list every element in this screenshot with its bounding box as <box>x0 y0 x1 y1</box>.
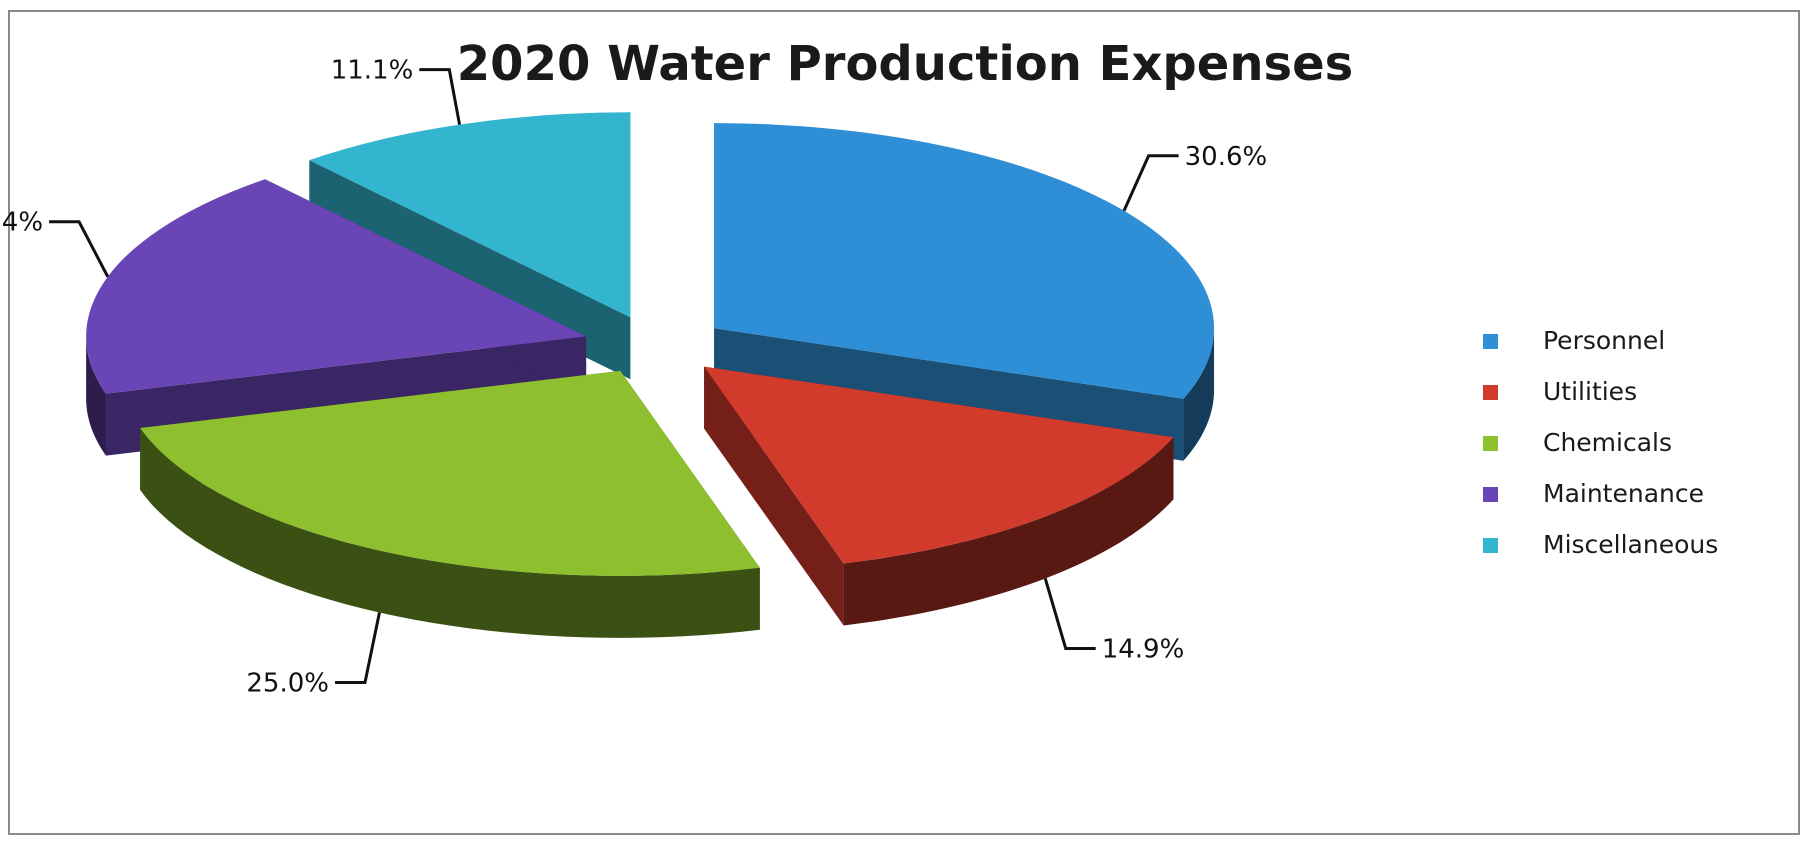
legend-swatch-miscellaneous <box>1483 538 1498 553</box>
slice-chemicals <box>140 370 760 638</box>
slice-side <box>843 437 1174 626</box>
slice-side <box>86 336 106 456</box>
legend-label-miscellaneous: Miscellaneous <box>1543 530 1718 559</box>
leader-line-personnel <box>1122 154 1179 212</box>
slice-wall <box>704 366 844 626</box>
slice-top-chemicals <box>140 370 760 576</box>
data-label-personnel: 30.6% <box>1185 142 1268 172</box>
leader-lines <box>49 68 1179 685</box>
data-label-chemicals: 25.0% <box>246 669 329 699</box>
legend-label-personnel: Personnel <box>1543 326 1665 355</box>
slice-top-maintenance <box>86 179 587 394</box>
legend-item-chemicals: Chemicals <box>1483 428 1672 457</box>
legend-swatch-maintenance <box>1483 487 1498 502</box>
slice-labels: 30.6% 14.9% 25.0% 18.4% 11.1% <box>0 56 1267 699</box>
slice-side <box>140 428 760 638</box>
legend-item-personnel: Personnel <box>1483 326 1665 355</box>
data-label-utilities: 14.9% <box>1102 634 1185 664</box>
pie-slices <box>86 112 1215 638</box>
legend-item-utilities: Utilities <box>1483 377 1637 406</box>
leader-line-utilities <box>1043 578 1096 650</box>
legend: Personnel Utilities Chemicals Maintenance Mi… <box>1483 326 1718 559</box>
legend-label-utilities: Utilities <box>1543 377 1637 406</box>
leader-line-miscellaneous <box>419 68 462 125</box>
legend-label-chemicals: Chemicals <box>1543 428 1672 457</box>
legend-swatch-utilities <box>1483 385 1498 400</box>
leader-line-maintenance <box>49 220 110 278</box>
legend-item-maintenance: Maintenance <box>1483 479 1704 508</box>
data-label-maintenance: 18.4% <box>0 208 43 238</box>
slice-top-miscellaneous <box>309 112 631 318</box>
slice-top-personnel <box>714 123 1215 399</box>
legend-item-miscellaneous: Miscellaneous <box>1483 530 1718 559</box>
legend-swatch-chemicals <box>1483 436 1498 451</box>
legend-swatch-personnel <box>1483 334 1498 349</box>
leader-line-chemicals <box>334 612 381 685</box>
slice-top-utilities <box>704 366 1174 564</box>
slice-side <box>1183 328 1215 461</box>
chart-title: 2020 Water Production Expenses <box>457 36 1353 92</box>
legend-label-maintenance: Maintenance <box>1543 479 1704 508</box>
data-label-miscellaneous: 11.1% <box>331 56 414 86</box>
slice-utilities <box>704 366 1174 626</box>
slice-maintenance <box>86 179 587 456</box>
